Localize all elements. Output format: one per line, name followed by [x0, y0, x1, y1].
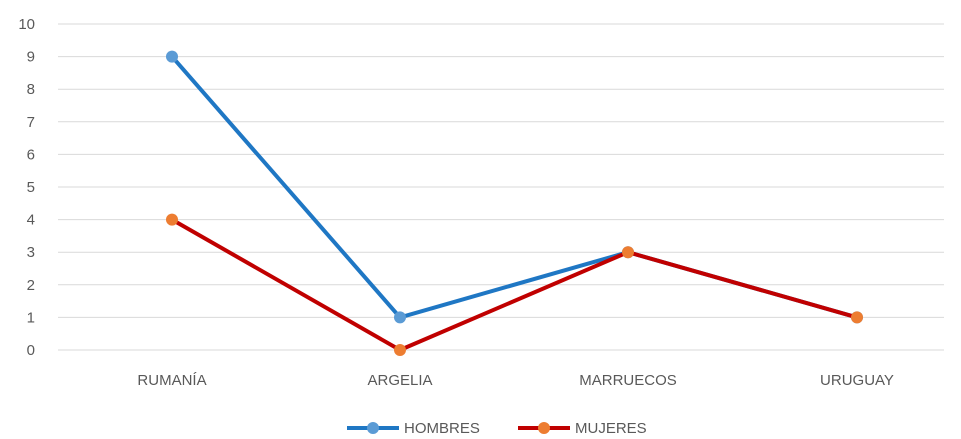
y-tick-label: 8	[27, 81, 35, 98]
y-tick-label: 2	[27, 277, 35, 294]
legend-item-0: HOMBRES	[347, 420, 480, 437]
y-axis-ticks: 0 1 2 3 4 5 6 7 8 9 10	[18, 16, 35, 359]
y-tick-label: 6	[27, 146, 35, 163]
x-axis-categories: RUMANÍA ARGELIA MARRUECOS URUGUAY	[137, 372, 894, 389]
legend-label: MUJERES	[575, 420, 647, 437]
data-point	[851, 311, 863, 324]
y-tick-label: 1	[27, 309, 35, 326]
y-tick-label: 5	[27, 179, 35, 196]
data-point	[166, 50, 178, 63]
legend-marker-swatch	[538, 422, 550, 434]
data-point	[622, 246, 634, 259]
y-tick-label: 0	[27, 342, 35, 359]
y-tick-label: 3	[27, 244, 35, 261]
y-tick-label: 7	[27, 114, 35, 131]
grid-lines	[58, 23, 944, 351]
y-tick-label: 9	[27, 49, 35, 66]
legend-item-1: MUJERES	[518, 420, 647, 437]
series-line	[170, 217, 859, 352]
y-tick-label: 4	[27, 212, 35, 229]
x-category-label: RUMANÍA	[137, 372, 206, 389]
x-category-label: MARRUECOS	[579, 372, 677, 389]
series-lines	[166, 50, 863, 356]
x-category-label: ARGELIA	[367, 372, 432, 389]
data-point	[394, 311, 406, 324]
y-tick-label: 10	[18, 16, 35, 33]
data-point	[394, 344, 406, 356]
x-category-label: URUGUAY	[820, 372, 894, 389]
legend-marker-swatch	[367, 422, 379, 434]
legend-label: HOMBRES	[404, 420, 480, 437]
legend: HOMBRES MUJERES	[347, 420, 647, 437]
data-point	[166, 213, 178, 226]
series-1	[166, 213, 863, 356]
